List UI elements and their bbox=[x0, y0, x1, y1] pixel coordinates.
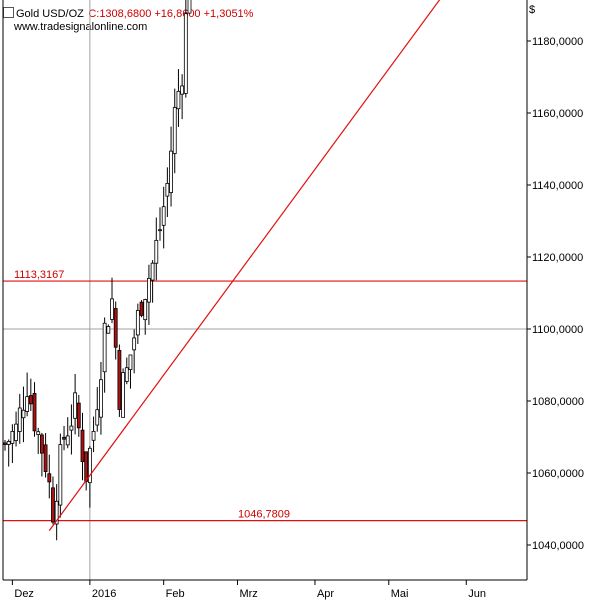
candle-body bbox=[128, 354, 133, 370]
y-tick-label: 1040,0000 bbox=[532, 540, 584, 552]
y-unit-label: $ bbox=[529, 4, 535, 16]
level-label: 1046,7809 bbox=[238, 509, 290, 521]
horizontal-levels: 1303,60771208,37561200,29521113,31671046… bbox=[3, 269, 527, 522]
candle-body bbox=[17, 407, 22, 432]
y-tick-label: 1080,0000 bbox=[532, 396, 584, 408]
candle-body bbox=[21, 409, 26, 419]
x-tick-label: Mai bbox=[391, 588, 409, 600]
candle-body bbox=[180, 85, 185, 95]
candle-body bbox=[147, 277, 151, 303]
candle-body bbox=[183, 13, 188, 94]
candles bbox=[3, 0, 192, 541]
candle-body bbox=[150, 262, 155, 281]
candle-body bbox=[6, 441, 11, 445]
candle-body bbox=[135, 309, 140, 336]
y-tick-label: 1160,0000 bbox=[532, 108, 583, 120]
candle-body bbox=[132, 337, 137, 351]
x-tick-label: 2016 bbox=[92, 588, 116, 600]
grid-lines bbox=[3, 0, 527, 580]
source-text: www.tradesignalonline.com bbox=[14, 21, 148, 33]
candle-body bbox=[80, 429, 85, 463]
x-tick-label: Mrz bbox=[239, 588, 257, 600]
axes: $1040,0000 1060,0000 1080,0000 1100,0000 112… bbox=[2, 0, 584, 600]
x-tick-label: Apr bbox=[317, 588, 334, 600]
candle-body bbox=[51, 487, 55, 523]
candle-body bbox=[172, 107, 177, 154]
candle-body bbox=[113, 308, 118, 348]
candle-body bbox=[176, 90, 181, 110]
candle-body bbox=[84, 451, 89, 482]
quote-text: C:1308,6800 +16,8600 +1,3051% bbox=[88, 8, 254, 20]
y-tick-label: 1180,0000 bbox=[532, 36, 583, 48]
candle-body bbox=[65, 435, 70, 446]
candle-body bbox=[187, 0, 192, 14]
candle-body bbox=[43, 444, 48, 473]
candle-body bbox=[76, 402, 81, 429]
candle-body bbox=[121, 372, 125, 418]
trendline bbox=[48, 0, 441, 531]
y-tick-label: 1060,0000 bbox=[532, 468, 584, 480]
candle-body bbox=[32, 393, 37, 432]
candle-body bbox=[143, 299, 148, 321]
y-tick-label: 1140,0000 bbox=[532, 180, 583, 192]
candle-body bbox=[91, 430, 96, 441]
y-tick-label: 1100,0000 bbox=[532, 324, 583, 336]
candle-body bbox=[25, 396, 30, 412]
candle-body bbox=[161, 206, 166, 226]
instrument-name: Gold USD/OZ bbox=[16, 8, 84, 20]
candle-body bbox=[62, 436, 66, 440]
candle-body bbox=[106, 326, 111, 334]
candle-body bbox=[69, 425, 74, 431]
candle-body bbox=[124, 367, 129, 382]
candle-body bbox=[10, 430, 15, 444]
y-tick-label: 1120,0000 bbox=[532, 252, 583, 264]
trendline-group bbox=[48, 0, 441, 531]
candle-body bbox=[58, 444, 63, 506]
candle-body bbox=[99, 379, 103, 418]
candle-body bbox=[139, 301, 144, 316]
x-tick-label: Jun bbox=[468, 588, 486, 600]
candle-body bbox=[165, 182, 170, 197]
candle-body bbox=[54, 500, 59, 525]
candle-body bbox=[87, 447, 92, 484]
chart-header: Gold USD/OZ C:1308,6800 +16,8600 +1,3051… bbox=[3, 4, 253, 22]
candle-body bbox=[47, 473, 52, 483]
candle-body bbox=[154, 239, 159, 264]
candle-body bbox=[3, 442, 7, 445]
candle-body bbox=[28, 395, 33, 405]
candle-body bbox=[73, 392, 78, 419]
candle-body bbox=[14, 423, 18, 441]
candle-body bbox=[158, 229, 162, 232]
candle-body bbox=[102, 322, 107, 373]
x-tick-label: Dez bbox=[14, 588, 34, 600]
candle-body bbox=[110, 298, 114, 320]
x-tick-label: Feb bbox=[166, 588, 185, 600]
candle-body bbox=[40, 434, 44, 454]
candle-body bbox=[117, 349, 122, 410]
candle-body bbox=[95, 409, 100, 426]
level-label: 1113,3167 bbox=[14, 269, 64, 281]
candle-body bbox=[169, 150, 173, 193]
candle-body bbox=[36, 431, 41, 435]
